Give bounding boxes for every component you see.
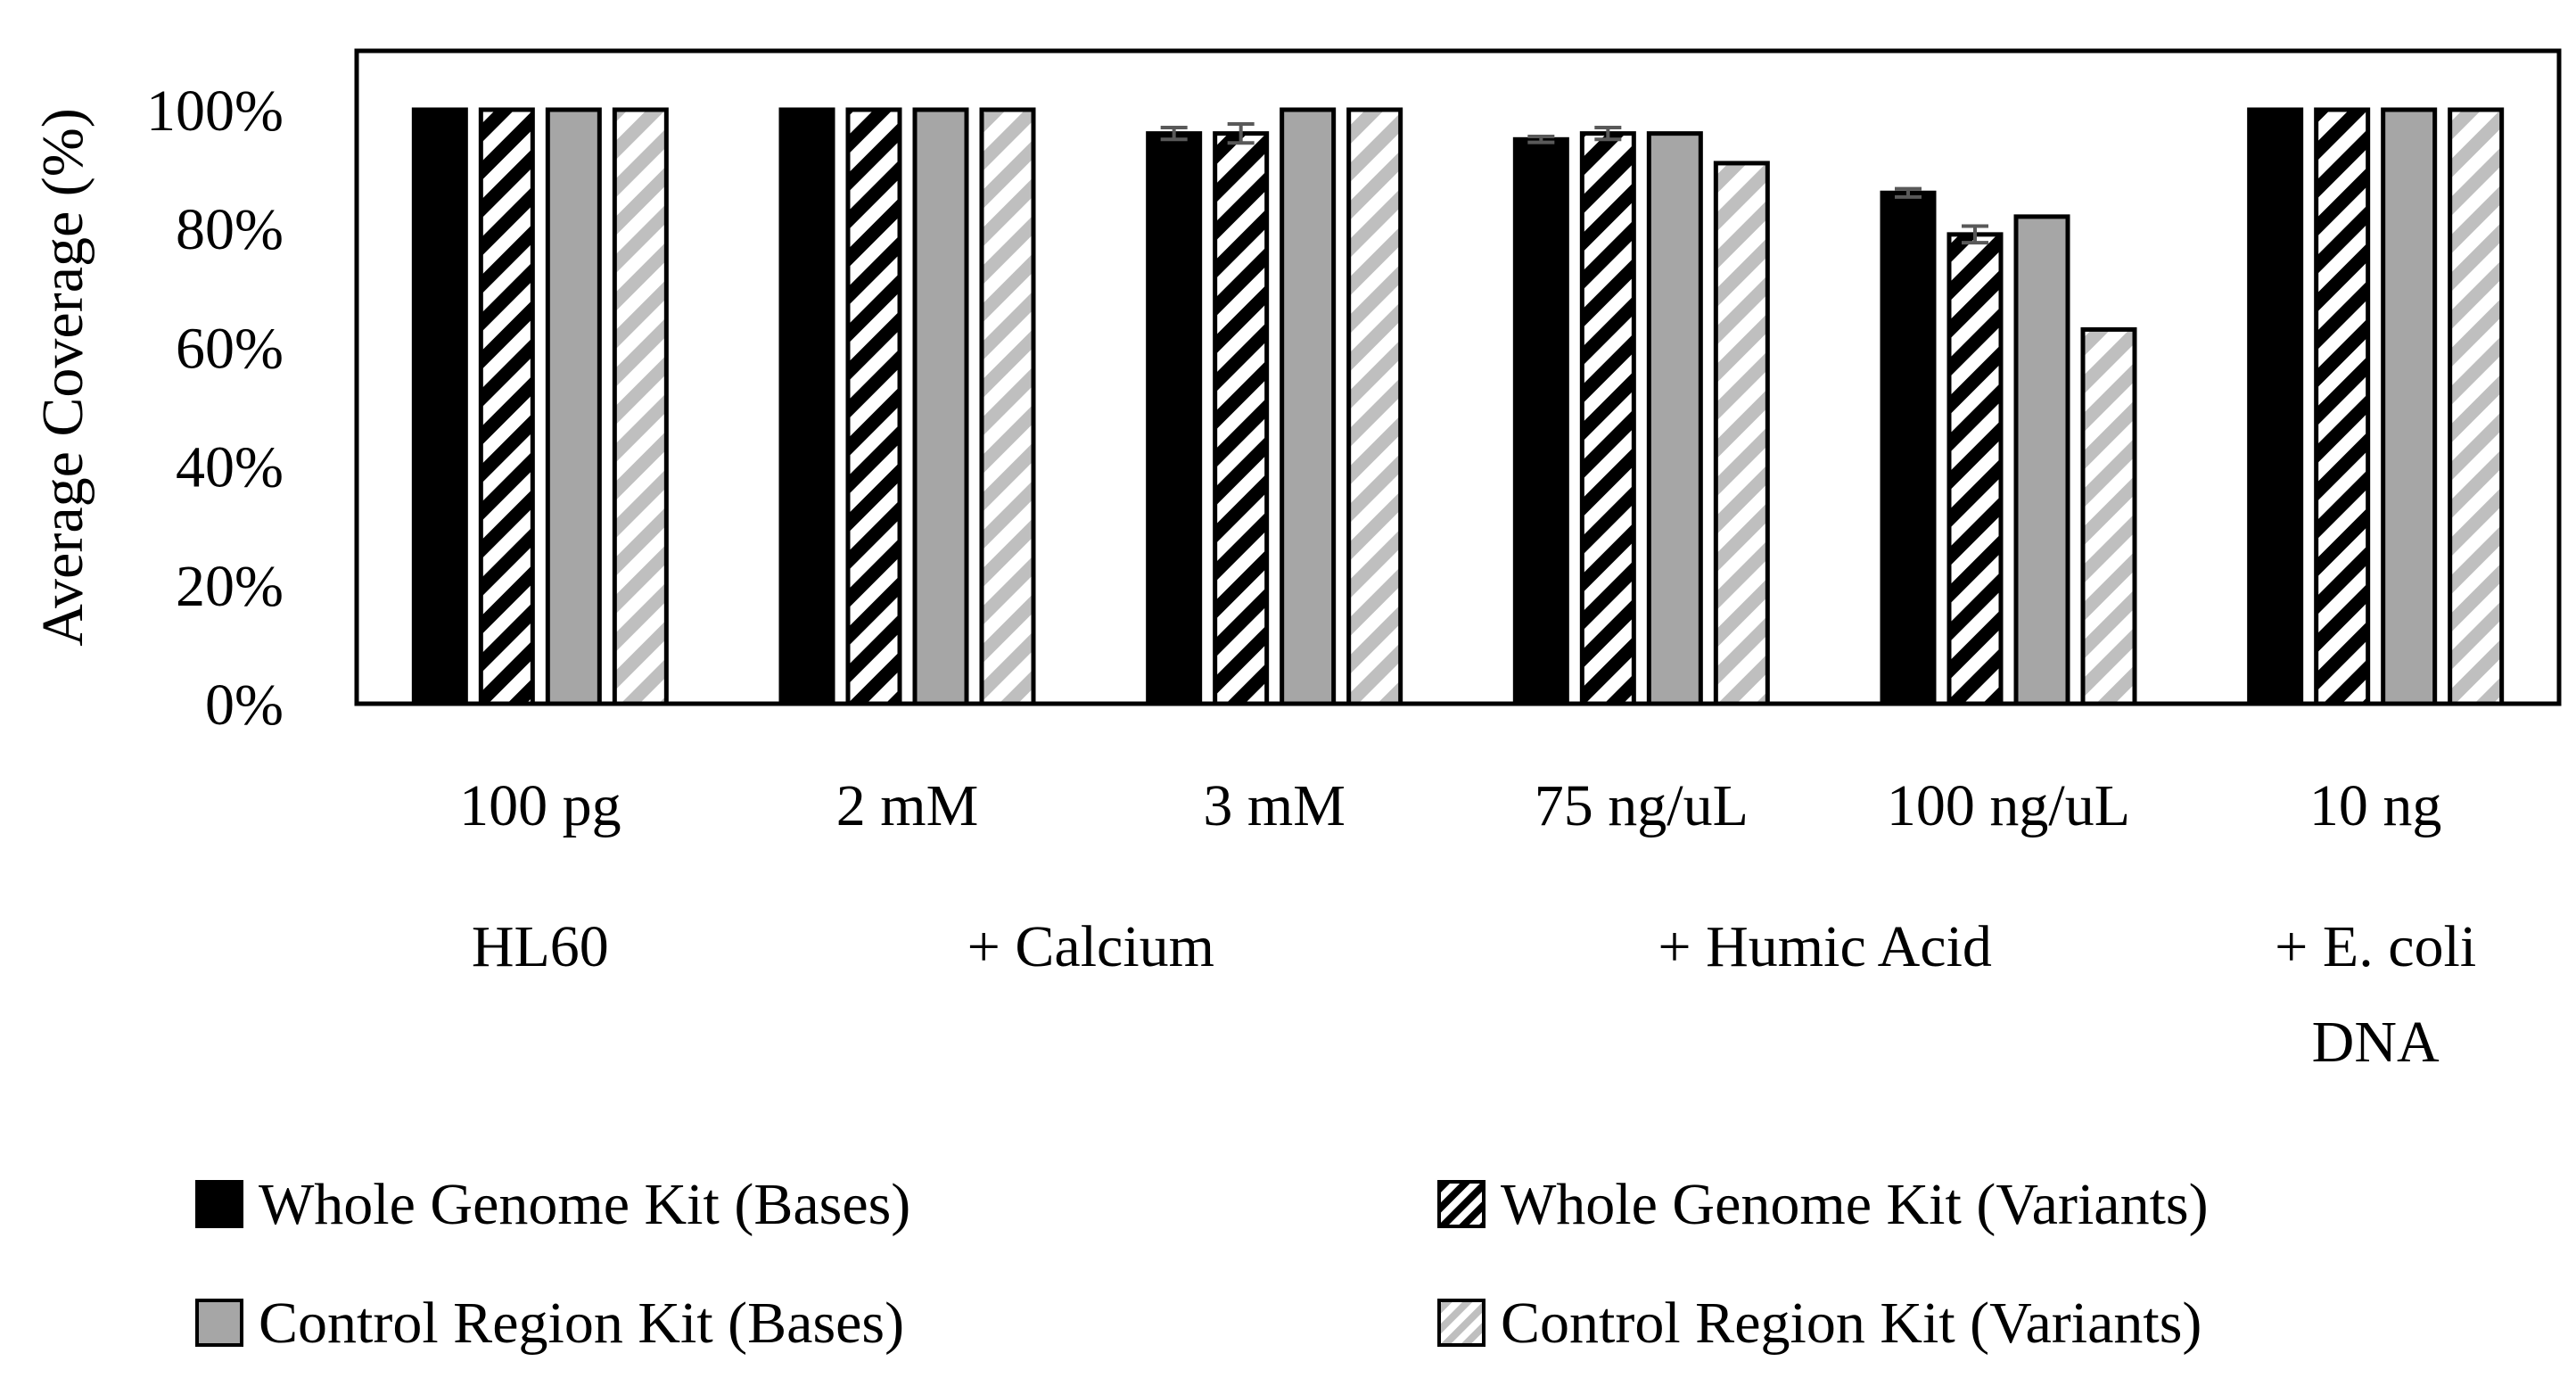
bars	[411, 107, 2505, 706]
bar-whole-genome-kit-variants-75-ng-ul	[1579, 131, 1636, 706]
legend-item-whole-genome-bases: Whole Genome Kit (Bases)	[195, 1172, 910, 1237]
legend-swatch-whole-genome-bases	[195, 1180, 243, 1228]
bar-whole-genome-kit-variants-3-mm	[1213, 131, 1270, 706]
error-bar-whole-genome-kit-variants-100-ng-ul	[1962, 224, 1988, 245]
x-tick-label-75-ng-ul: 75 ng/uL	[1535, 773, 1749, 838]
y-tick-label-40: 40%	[176, 435, 284, 500]
y-tick-label-20: 20%	[176, 554, 284, 619]
bar-control-region-kit-variants-75-ng-ul	[1713, 161, 1770, 706]
x-tick-label-3-mm: 3 mM	[1203, 773, 1346, 838]
legend-label-control-region-variants: Control Region Kit (Variants)	[1501, 1291, 2202, 1356]
legend-swatch-whole-genome-variants	[1437, 1180, 1486, 1228]
bar-control-region-kit-variants-100-pg	[612, 107, 669, 706]
x-tick-label-100-ng-ul: 100 ng/uL	[1887, 773, 2130, 838]
y-axis-ticks: 0% 20% 40% 60% 80% 100%	[146, 78, 284, 738]
legend-item-whole-genome-variants: Whole Genome Kit (Variants)	[1437, 1172, 2209, 1237]
group-label-e-coli: + E. coli	[2275, 914, 2476, 979]
error-bar-whole-genome-kit-variants-75-ng-ul	[1594, 125, 1622, 142]
bar-whole-genome-kit-variants-10-ng	[2314, 107, 2371, 706]
bar-control-region-kit-variants-2-mm	[979, 107, 1036, 706]
group-label-dna: DNA	[2312, 1010, 2440, 1075]
bar-control-region-kit-bases-10-ng	[2381, 107, 2438, 706]
bar-whole-genome-kit-bases-3-mm	[1146, 131, 1203, 706]
bar-whole-genome-kit-bases-2-mm	[778, 107, 835, 706]
bar-whole-genome-kit-bases-75-ng-ul	[1512, 136, 1569, 706]
plot-frame	[354, 48, 2562, 706]
legend-label-control-region-bases: Control Region Kit (Bases)	[259, 1291, 904, 1356]
bar-control-region-kit-variants-100-ng-ul	[2080, 326, 2137, 706]
legend-label-whole-genome-variants: Whole Genome Kit (Variants)	[1501, 1172, 2209, 1237]
x-tick-label-10-ng: 10 ng	[2309, 773, 2442, 838]
error-bar-whole-genome-kit-bases-3-mm	[1160, 125, 1188, 142]
legend-swatch-control-region-bases	[195, 1299, 243, 1347]
bar-whole-genome-kit-bases-10-ng	[2247, 107, 2304, 706]
bar-whole-genome-kit-variants-100-ng-ul	[1946, 232, 2004, 706]
x-axis-labels: 100 pg 2 mM 3 mM 75 ng/uL 100 ng/uL 10 ng	[459, 773, 2441, 838]
bar-control-region-kit-bases-3-mm	[1280, 107, 1337, 706]
y-tick-label-0: 0%	[205, 672, 284, 738]
error-bar-whole-genome-kit-variants-3-mm	[1227, 121, 1255, 145]
bar-control-region-kit-bases-100-ng-ul	[2013, 214, 2070, 706]
group-label-hl60: HL60	[472, 914, 609, 979]
y-tick-label-80: 80%	[176, 197, 284, 262]
legend-swatch-control-region-variants	[1437, 1299, 1486, 1347]
legend-item-control-region-variants: Control Region Kit (Variants)	[1437, 1291, 2202, 1356]
y-tick-label-60: 60%	[176, 316, 284, 381]
legend: Whole Genome Kit (Bases) Whole Genome Ki…	[195, 1172, 2209, 1356]
bar-whole-genome-kit-variants-2-mm	[845, 107, 902, 706]
group-labels: HL60 + Calcium + Humic Acid + E. coli DNA	[472, 914, 2476, 1075]
bar-control-region-kit-bases-100-pg	[545, 107, 602, 706]
bar-control-region-kit-variants-3-mm	[1346, 107, 1403, 706]
bar-whole-genome-kit-bases-100-pg	[411, 107, 468, 706]
group-label-humic-acid: + Humic Acid	[1658, 914, 1992, 979]
bar-control-region-kit-bases-2-mm	[912, 107, 969, 706]
legend-label-whole-genome-bases: Whole Genome Kit (Bases)	[259, 1172, 910, 1237]
legend-item-control-region-bases: Control Region Kit (Bases)	[195, 1291, 904, 1356]
y-tick-label-100: 100%	[146, 78, 284, 144]
bar-control-region-kit-bases-75-ng-ul	[1646, 131, 1703, 706]
group-label-calcium: + Calcium	[967, 914, 1214, 979]
x-tick-label-2-mm: 2 mM	[836, 773, 979, 838]
bar-whole-genome-kit-variants-100-pg	[478, 107, 535, 706]
y-axis-title: Average Coverage (%)	[30, 108, 95, 646]
error-bar-whole-genome-kit-bases-100-ng-ul	[1895, 186, 1922, 199]
bar-control-region-kit-variants-10-ng	[2448, 107, 2505, 706]
bar-whole-genome-kit-bases-100-ng-ul	[1880, 190, 1937, 706]
x-tick-label-100-pg: 100 pg	[459, 773, 621, 838]
error-bar-whole-genome-kit-bases-75-ng-ul	[1527, 134, 1555, 144]
